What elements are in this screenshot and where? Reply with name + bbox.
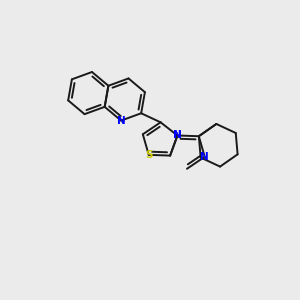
Text: N: N bbox=[200, 152, 209, 162]
Text: S: S bbox=[145, 150, 152, 160]
Text: N: N bbox=[173, 130, 182, 140]
Text: N: N bbox=[117, 116, 125, 126]
Text: N: N bbox=[173, 130, 182, 140]
